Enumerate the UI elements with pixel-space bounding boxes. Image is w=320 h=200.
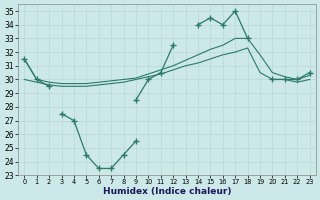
X-axis label: Humidex (Indice chaleur): Humidex (Indice chaleur) [103,187,231,196]
